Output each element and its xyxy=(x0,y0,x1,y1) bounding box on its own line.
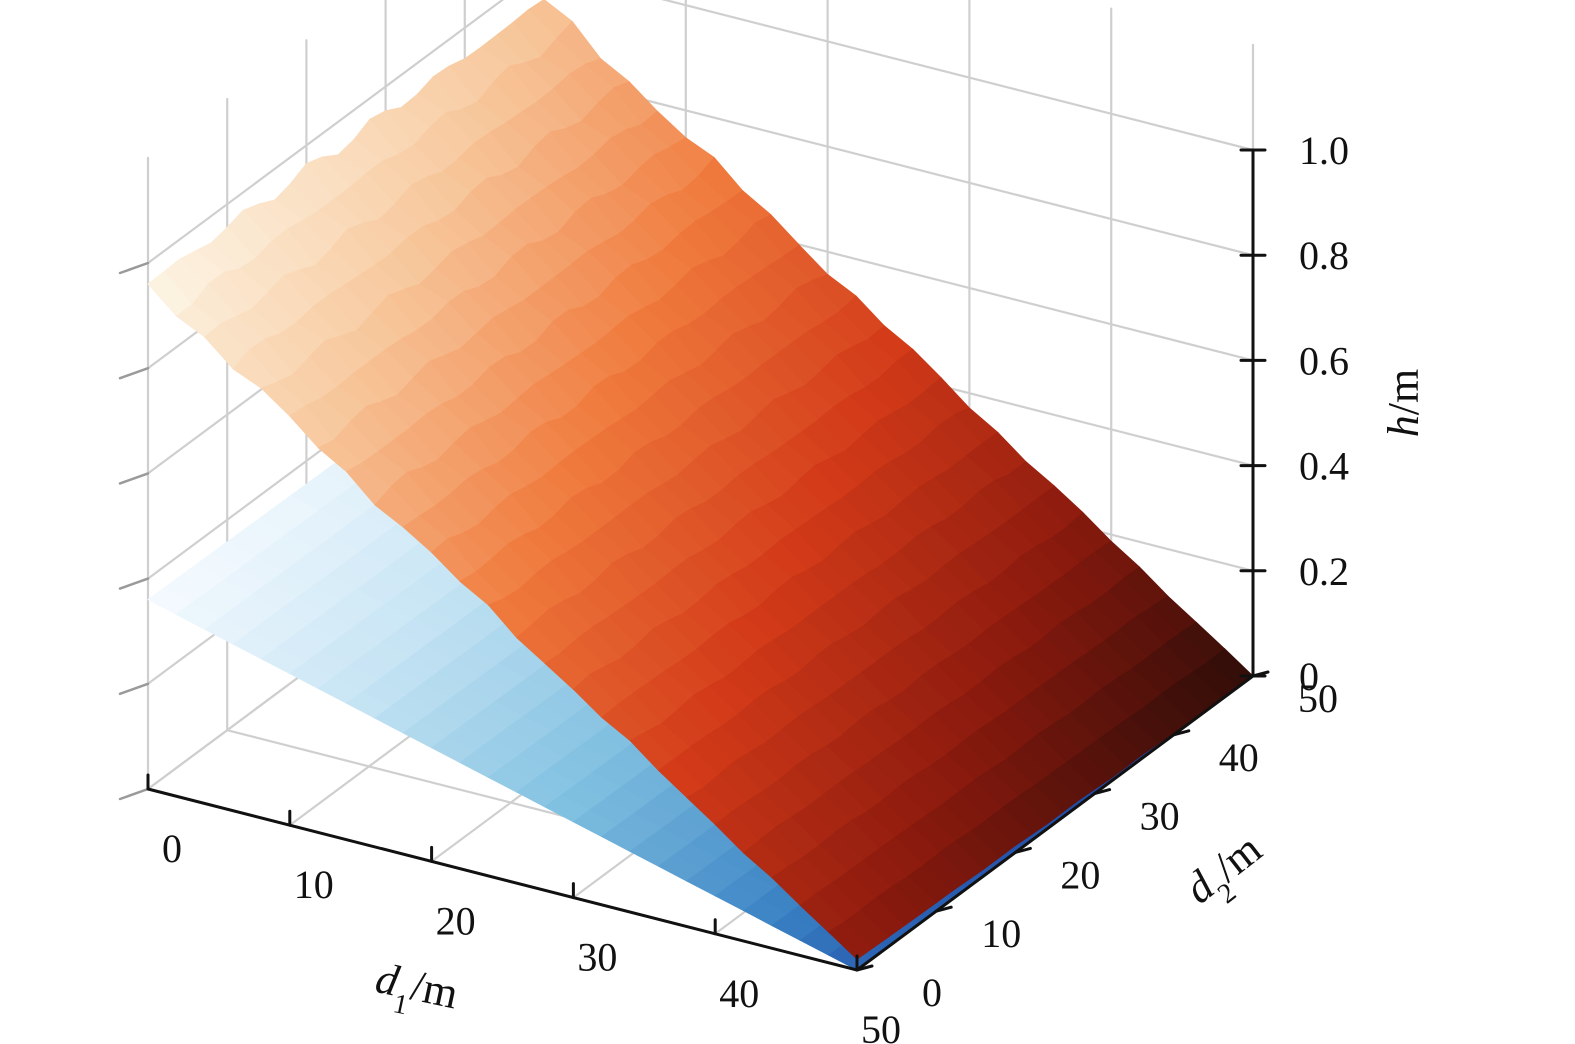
x-axis-label-sub: 1 xyxy=(391,988,411,1021)
x-tick-label: 20 xyxy=(436,898,476,943)
y-axis-label: d2/m xyxy=(1176,824,1279,923)
z-axis-label: h/m xyxy=(1379,369,1428,437)
z-tick-label: 1.0 xyxy=(1299,128,1349,173)
x-tick-label: 0 xyxy=(162,826,182,871)
grid-tick xyxy=(118,472,150,485)
z-axis-label-var: h xyxy=(1379,415,1428,437)
x-axis-line xyxy=(146,787,859,972)
x-axis-label: d1/m xyxy=(369,953,462,1030)
surface-orange xyxy=(147,0,1254,960)
y-tick-label: 30 xyxy=(1140,794,1180,839)
surface-orange-patch xyxy=(827,921,874,960)
z-tick-label: 0.8 xyxy=(1299,233,1349,278)
y-axis-line xyxy=(855,674,1255,972)
z-tick-label: 0 xyxy=(1299,654,1319,699)
y-tick xyxy=(934,905,953,913)
x-tick-label: 50 xyxy=(861,1007,901,1044)
y-tick xyxy=(1172,729,1191,737)
grid-tick xyxy=(118,261,150,275)
grid-tick xyxy=(118,787,150,801)
z-tick-label: 0.4 xyxy=(1299,444,1349,489)
y-tick xyxy=(855,964,874,972)
grid-line xyxy=(660,0,1255,152)
z-axis-label-unit: /m xyxy=(1379,369,1428,415)
x-tick-label: 10 xyxy=(294,862,334,907)
x-axis-label-unit: /m xyxy=(407,961,463,1019)
y-tick-label: 50 xyxy=(1298,676,1338,721)
y-tick-label: 10 xyxy=(981,911,1021,956)
axes xyxy=(146,148,1270,972)
y-tick xyxy=(1093,788,1112,796)
x-tick-label: 40 xyxy=(719,971,759,1016)
x-tick-label: 30 xyxy=(577,935,617,980)
y-tick-label: 20 xyxy=(1060,852,1100,897)
y-tick-label: 40 xyxy=(1219,735,1259,780)
grid-tick xyxy=(118,682,150,696)
y-tick xyxy=(1013,846,1032,854)
y-axis-label-unit: /m xyxy=(1204,824,1271,891)
y-tick-label: 0 xyxy=(922,970,942,1015)
grid-tick xyxy=(118,366,150,380)
grid-tick xyxy=(118,577,150,590)
z-tick-label: 0.6 xyxy=(1299,338,1349,383)
z-tick-label: 0.2 xyxy=(1299,549,1349,594)
grid-line xyxy=(146,0,505,265)
grid-line xyxy=(542,73,1255,257)
